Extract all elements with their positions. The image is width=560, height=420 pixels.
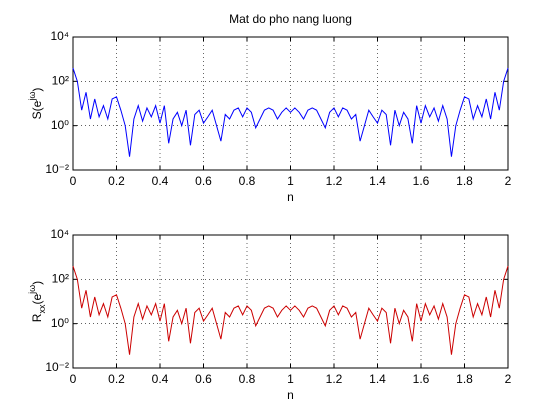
y-tick-label: 10⁴ — [50, 29, 69, 43]
x-tick-label: 1.6 — [413, 174, 430, 188]
x-tick-label: 0.2 — [108, 174, 125, 188]
y-axis-label: Rxx(ejω) — [27, 281, 47, 322]
y-axis-label-part: ) — [30, 88, 44, 92]
y-axis-label-part: ) — [30, 281, 44, 285]
y-axis-label-part: (e — [30, 294, 44, 305]
x-axis-label: n — [287, 388, 294, 402]
line-series — [72, 265, 509, 355]
y-axis-label-part: R — [30, 313, 44, 322]
x-tick-label: 0.4 — [152, 372, 169, 386]
y-axis-label-part: S(e — [30, 100, 44, 119]
x-tick-label: 2 — [505, 174, 512, 188]
x-tick-label: 0.2 — [108, 372, 125, 386]
axes-box — [72, 36, 509, 171]
x-tick-label: 0.8 — [239, 174, 256, 188]
x-tick-label: 0.4 — [152, 174, 169, 188]
x-tick-label: 2 — [505, 372, 512, 386]
x-tick-label: 0 — [70, 174, 77, 188]
x-tick-label: 0.6 — [195, 174, 212, 188]
y-tick-label: 10⁻² — [45, 360, 69, 374]
x-tick-label: 1.6 — [413, 372, 430, 386]
x-tick-label: 1 — [287, 174, 294, 188]
x-tick-label: 1.4 — [369, 174, 386, 188]
x-tick-label: 1 — [287, 372, 294, 386]
y-tick-label: 10⁴ — [50, 227, 69, 241]
y-tick-label: 10⁰ — [51, 118, 69, 132]
line-series — [72, 67, 509, 157]
y-tick-label: 10² — [52, 74, 69, 88]
x-tick-label: 0.8 — [239, 372, 256, 386]
y-axis-label-part: jω — [27, 285, 37, 295]
x-tick-label: 1.4 — [369, 372, 386, 386]
y-axis-label-part: xx — [37, 304, 47, 314]
y-axis-label: S(ejω) — [27, 88, 44, 120]
y-tick-label: 10² — [52, 272, 69, 286]
x-tick-label: 0 — [70, 372, 77, 386]
y-axis-label-part: jω — [27, 92, 37, 102]
chart-title: Mat do pho nang luong — [229, 12, 352, 26]
x-tick-label: 1.2 — [326, 372, 343, 386]
axes-box — [72, 234, 509, 369]
x-axis-label: n — [287, 190, 294, 204]
x-tick-label: 1.8 — [456, 372, 473, 386]
x-tick-label: 1.8 — [456, 174, 473, 188]
x-tick-label: 1.2 — [326, 174, 343, 188]
x-tick-label: 0.6 — [195, 372, 212, 386]
y-tick-label: 10⁻² — [45, 162, 69, 176]
y-tick-label: 10⁰ — [51, 316, 69, 330]
